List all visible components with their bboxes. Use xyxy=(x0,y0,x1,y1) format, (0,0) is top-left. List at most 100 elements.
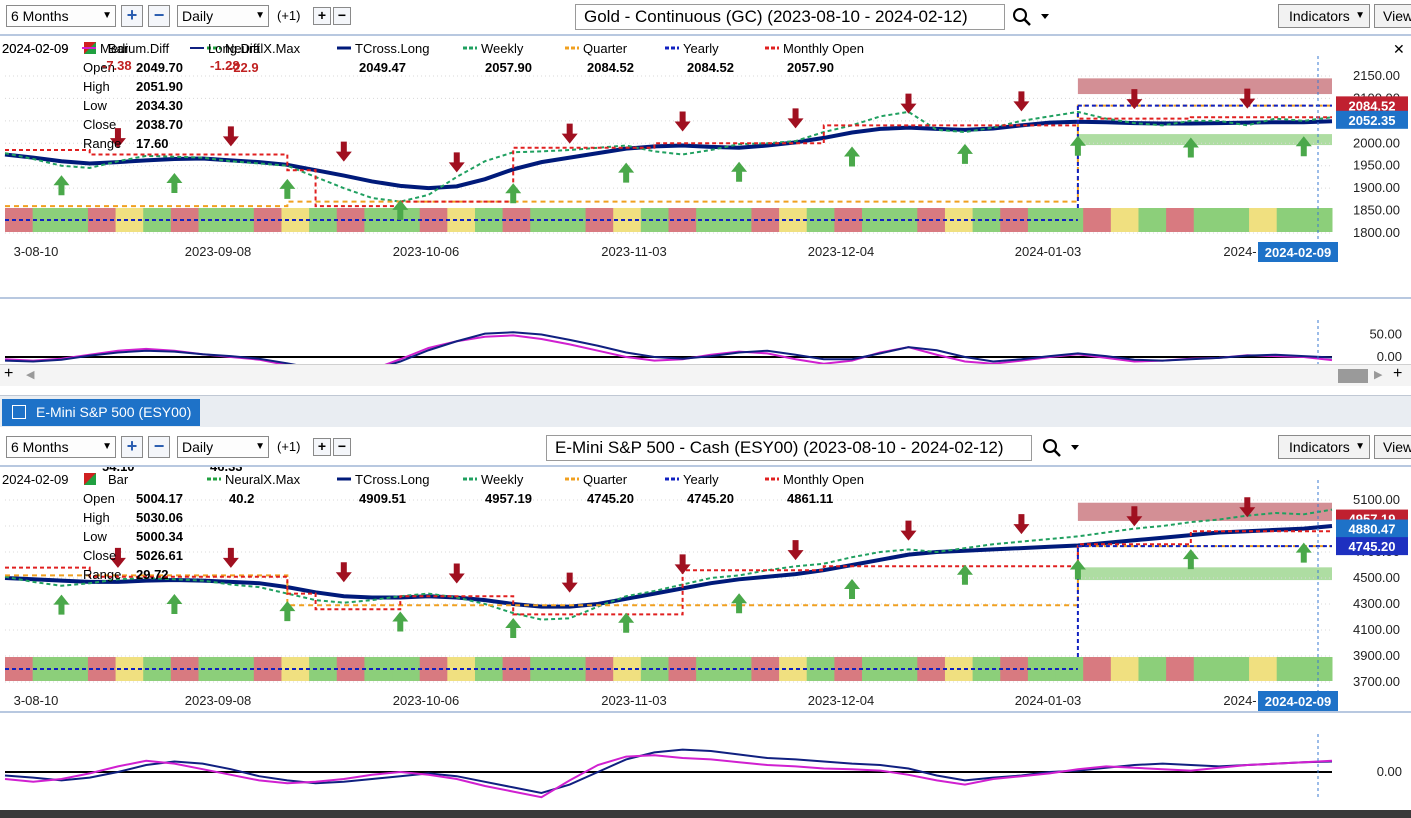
interval-select[interactable]: Daily ▼ xyxy=(177,5,269,27)
bull-arrow-icon xyxy=(956,564,973,585)
ohlc-label: High xyxy=(83,79,110,94)
y-tick-label: 0.00 xyxy=(1377,764,1402,779)
indicators-button[interactable]: Indicators ▼ xyxy=(1278,4,1370,28)
zoom-in-button[interactable]: + xyxy=(121,5,143,27)
legend-item-value: 40.2 xyxy=(229,491,254,506)
bear-arrow-icon xyxy=(1126,506,1143,527)
legend-item-value: -1.28 xyxy=(210,58,240,73)
sp500-chart[interactable]: 5100.004900.004700.004500.004300.004100.… xyxy=(0,467,1411,810)
tab-esy00[interactable]: E-Mini S&P 500 (ESY00) xyxy=(2,399,200,426)
legend-item-value: 2049.47 xyxy=(359,60,406,75)
ohlc-value: 2038.70 xyxy=(136,117,183,132)
bear-arrow-icon xyxy=(674,554,691,575)
signal-strip-cell xyxy=(1138,208,1167,232)
range-select-value: 6 Months xyxy=(11,8,69,24)
search-icon[interactable] xyxy=(1012,7,1052,27)
support-zone xyxy=(1077,134,1332,146)
x-tick-label: 2023-11-03 xyxy=(601,693,667,708)
scroll-right-icon[interactable]: ▶ xyxy=(1374,369,1383,381)
x-tick-label: 2023-12-04 xyxy=(808,693,875,708)
chevron-down-icon: ▼ xyxy=(1355,441,1365,452)
view-button[interactable]: View xyxy=(1374,4,1411,28)
interval-select-value: Daily xyxy=(182,8,214,24)
gold-chart[interactable]: 2150.002100.002050.002000.001950.001900.… xyxy=(0,36,1411,364)
offset-plus-button[interactable]: + xyxy=(313,7,331,25)
legend-item-name: Medium.Diff xyxy=(100,41,170,56)
zoom-out-button[interactable]: − xyxy=(148,5,170,27)
zoom-in-button[interactable]: + xyxy=(121,436,143,458)
legend-item-value: -22.9 xyxy=(229,60,259,75)
legend-item-name: Quarter xyxy=(583,41,628,56)
bear-arrow-icon xyxy=(900,520,917,541)
legend-item-name: Weekly xyxy=(481,41,524,56)
legend-item-value: 4909.51 xyxy=(359,491,406,506)
offset-plus-button[interactable]: + xyxy=(313,438,331,456)
chart-title-field[interactable]: Gold - Continuous (GC) (2023-08-10 - 202… xyxy=(575,4,1005,30)
x-tick-label: 2023-11-03 xyxy=(601,244,667,259)
y-tick-label: 4300.00 xyxy=(1353,596,1400,611)
legend-item-name: Yearly xyxy=(683,472,719,487)
chart-title-field[interactable]: E-Mini S&P 500 - Cash (ESY00) (2023-08-1… xyxy=(546,435,1032,461)
x-tick-label: 3-08-10 xyxy=(14,244,59,259)
range-select[interactable]: 6 Months ▼ xyxy=(6,5,116,27)
bear-arrow-icon xyxy=(787,108,804,129)
bull-arrow-icon xyxy=(731,593,748,614)
divider xyxy=(0,34,1411,36)
scroll-left-icon[interactable]: ◀ xyxy=(26,369,35,381)
bear-arrow-icon xyxy=(222,547,239,568)
ohlc-label: Open xyxy=(83,491,115,506)
bull-arrow-icon xyxy=(53,594,70,615)
y-tick-label: 4100.00 xyxy=(1353,622,1400,637)
ohlc-label: Close xyxy=(83,548,116,563)
status-bar xyxy=(0,810,1411,818)
range-select-value: 6 Months xyxy=(11,439,69,455)
ohlc-value: 5000.34 xyxy=(136,529,184,544)
offset-label: (+1) xyxy=(277,8,301,23)
bear-arrow-icon xyxy=(1239,88,1256,109)
signal-strip-cell xyxy=(1276,657,1305,681)
y-tick-label: 3700.00 xyxy=(1353,674,1400,689)
indicators-button[interactable]: Indicators ▼ xyxy=(1278,435,1370,459)
zoom-out-button[interactable]: − xyxy=(148,436,170,458)
horizontal-scrollbar[interactable]: + ◀ ▶ + xyxy=(0,364,1411,386)
range-select[interactable]: 6 Months ▼ xyxy=(6,436,116,458)
y-tick-label: 1950.00 xyxy=(1353,158,1400,173)
resistance-zone xyxy=(1077,78,1332,95)
legend-bar-label: Bar xyxy=(108,41,129,56)
offset-minus-button[interactable]: − xyxy=(333,438,351,456)
interval-select[interactable]: Daily ▼ xyxy=(177,436,269,458)
bear-arrow-icon xyxy=(561,572,578,593)
bull-arrow-icon xyxy=(505,618,522,638)
y-tick-label: 4500.00 xyxy=(1353,570,1400,585)
price-badge-label: 4880.47 xyxy=(1349,522,1396,537)
ohlc-label: Low xyxy=(83,529,107,544)
bear-arrow-icon xyxy=(109,547,126,568)
view-button[interactable]: View xyxy=(1374,435,1411,459)
y-tick-label: 0.00 xyxy=(1377,349,1402,364)
osc-line-long-diff xyxy=(4,331,1333,364)
x-tick-label: 2023-10-06 xyxy=(393,693,460,708)
add-pane-icon[interactable]: + xyxy=(1393,365,1403,382)
legend-item-value: 4745.20 xyxy=(687,491,734,506)
series-line-monthly-open xyxy=(5,530,1333,616)
legend-item-name: TCross.Long xyxy=(355,472,429,487)
price-badge xyxy=(1336,110,1408,129)
indicators-button-label: Indicators xyxy=(1289,8,1350,24)
legend-item-value: -7.38 xyxy=(102,58,132,73)
legend-item-name: Long.Diff xyxy=(208,41,260,56)
divider xyxy=(0,465,1411,467)
x-tick-label: 2023-09-08 xyxy=(185,693,252,708)
bear-arrow-icon xyxy=(561,123,578,144)
bull-arrow-icon xyxy=(1182,549,1199,570)
signal-strip-cell xyxy=(1276,208,1305,232)
scroll-thumb[interactable] xyxy=(1338,369,1368,383)
bear-arrow-icon xyxy=(335,141,352,162)
signal-strip-cell xyxy=(1193,657,1222,681)
offset-minus-button[interactable]: − xyxy=(333,7,351,25)
ohlc-value: 5030.06 xyxy=(136,510,183,525)
add-pane-icon[interactable]: + xyxy=(4,365,14,382)
bull-arrow-icon xyxy=(166,593,183,614)
legend-item-value: 2084.52 xyxy=(687,60,734,75)
search-icon[interactable] xyxy=(1042,438,1082,458)
cursor-date-badge xyxy=(1258,242,1338,262)
